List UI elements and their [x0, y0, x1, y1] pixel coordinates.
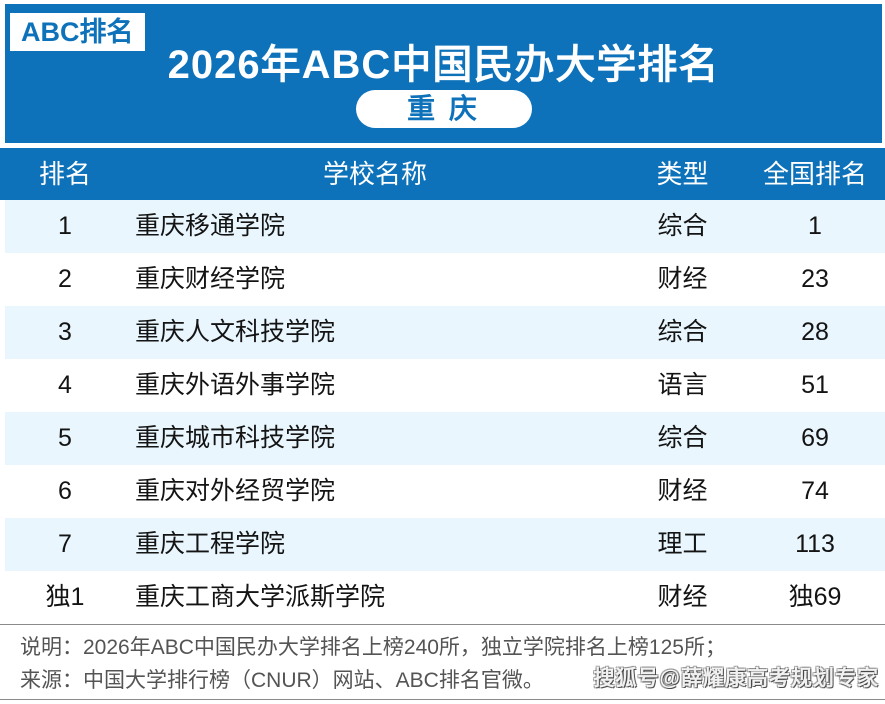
column-header-0: 排名: [38, 159, 91, 189]
school-name-cell: 重庆城市科技学院: [135, 424, 336, 452]
national-rank-cell: 113: [795, 530, 835, 558]
abc-ranking-badge: ABC排名: [10, 13, 145, 51]
school-name-cell: 重庆人文科技学院: [135, 318, 336, 346]
table-header-row: 排名 学校名称 类型 全国排名: [0, 148, 885, 200]
national-rank-cell: 23: [801, 265, 829, 293]
school-name-cell: 重庆财经学院: [135, 265, 286, 293]
source-line: 来源：中国大学排行榜（CNUR）网站、ABC排名官微。: [20, 669, 544, 692]
column-header-2: 类型: [656, 159, 709, 189]
footer-notes: 说明：2026年ABC中国民办大学排名上榜240所，独立学院排名上榜125所； …: [0, 624, 885, 700]
rank-cell: 7: [58, 530, 72, 558]
column-header-1: 学校名称: [322, 159, 427, 189]
rank-cell: 2: [58, 265, 72, 293]
type-cell: 综合: [657, 424, 708, 452]
hero-banner: ABC排名 2026年ABC中国民办大学排名 重 庆: [5, 4, 882, 143]
type-cell: 综合: [657, 318, 708, 346]
table-row: 2 重庆财经学院 财经 23: [0, 253, 885, 306]
type-cell: 语言: [657, 371, 708, 399]
type-cell: 财经: [657, 477, 708, 505]
school-name-cell: 重庆工商大学派斯学院: [135, 583, 386, 611]
table-row: 5 重庆城市科技学院 综合 69: [0, 412, 885, 465]
table-row: 独1 重庆工商大学派斯学院 财经 独69: [0, 571, 885, 624]
national-rank-cell: 69: [801, 424, 829, 452]
table-body: 1 重庆移通学院 综合 1 2 重庆财经学院 财经 23 3 重庆人文科技学院 综合 28 4 重庆外语外…: [0, 200, 885, 624]
watermark: 搜狐号@薛耀康高考规划专家: [593, 667, 879, 690]
national-rank-cell: 独69: [788, 583, 842, 611]
type-cell: 财经: [657, 265, 708, 293]
national-rank-cell: 1: [808, 212, 822, 240]
national-rank-cell: 74: [801, 477, 829, 505]
table-row: 3 重庆人文科技学院 综合 28: [0, 306, 885, 359]
school-name-cell: 重庆工程学院: [135, 530, 286, 558]
rank-cell: 5: [58, 424, 72, 452]
national-rank-cell: 28: [801, 318, 829, 346]
rank-cell: 4: [58, 371, 72, 399]
national-rank-cell: 51: [801, 371, 829, 399]
rank-cell: 6: [58, 477, 72, 505]
note-line: 说明：2026年ABC中国民办大学排名上榜240所，独立学院排名上榜125所；: [20, 636, 726, 659]
column-header-3: 全国排名: [762, 159, 867, 189]
table-row: 7 重庆工程学院 理工 113: [0, 518, 885, 571]
type-cell: 理工: [657, 530, 708, 558]
school-name-cell: 重庆移通学院: [135, 212, 286, 240]
school-name-cell: 重庆对外经贸学院: [135, 477, 336, 505]
region-pill: 重 庆: [355, 90, 532, 128]
table-row: 1 重庆移通学院 综合 1: [0, 200, 885, 253]
table-row: 6 重庆对外经贸学院 财经 74: [0, 465, 885, 518]
table-row: 4 重庆外语外事学院 语言 51: [0, 359, 885, 412]
type-cell: 综合: [657, 212, 708, 240]
rank-cell: 独1: [45, 583, 85, 611]
rank-cell: 3: [58, 318, 72, 346]
school-name-cell: 重庆外语外事学院: [135, 371, 336, 399]
page-title: 2026年ABC中国民办大学排名: [167, 43, 720, 87]
type-cell: 财经: [657, 583, 708, 611]
rank-cell: 1: [58, 212, 72, 240]
